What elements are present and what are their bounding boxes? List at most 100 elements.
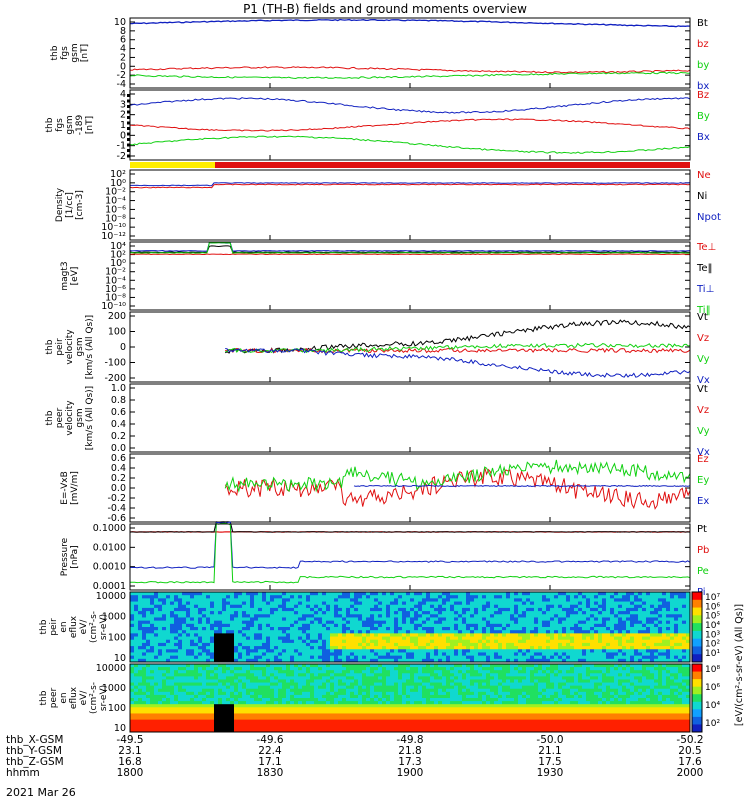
spectrogram-cell [670,652,675,657]
spectrogram-cell [190,598,195,603]
series-bz [129,66,691,74]
spectrogram-cell [210,713,215,718]
spectrogram-cell [198,679,203,684]
spectrogram-cell [274,611,279,615]
spectrogram-cell [546,617,551,622]
spectrogram-cell [286,691,291,696]
spectrogram-cell [510,633,515,638]
spectrogram-cell [302,728,307,733]
spectrogram-cell [166,691,171,696]
spectrogram-cell [202,682,207,687]
spectrogram-cell [242,725,247,730]
spectrogram-cell [354,655,359,660]
spectrogram-cell [322,623,327,628]
legend-entry: Pt [697,524,707,535]
spectrogram-cell [362,664,367,668]
spectrogram-cell [302,652,307,657]
spectrogram-cell [138,713,143,718]
spectrogram-cell [234,639,239,644]
spectrogram-cell [290,679,295,684]
spectrogram-cell [246,658,251,663]
spectrogram-cell [190,630,195,634]
spectrogram-cell [314,667,319,671]
spectrogram-cell [254,614,259,618]
spectrogram-cell [650,646,655,650]
spectrogram-cell [422,604,427,609]
spectrogram-cell [682,636,687,641]
spectrogram-cell [398,682,403,687]
spectrogram-cell [658,642,663,647]
flag-mark [127,121,130,125]
spectrogram-cell [298,667,303,671]
spectrogram-cell [258,710,263,714]
spectrogram-cell [138,682,143,687]
spectrogram-cell [442,592,447,596]
spectrogram-cell [462,642,467,647]
spectrogram-cell [506,636,511,641]
spectrogram-cell [166,639,171,644]
spectrogram-cell [590,627,595,631]
spectrogram-cell [390,707,395,711]
spectrogram-cell [210,670,215,674]
spectrogram-cell [390,664,395,668]
spectrogram-cell [486,655,491,660]
spectrogram-cell [286,713,291,718]
spectrogram-cell [322,725,327,730]
spectrogram-cell [222,630,227,634]
spectrogram-cell [370,642,375,647]
spectrogram-cell [398,676,403,680]
spectrogram-cell [478,655,483,660]
spectrogram-cell [370,673,375,677]
spectrogram-cell [230,679,235,684]
spectrogram-cell [226,649,231,653]
spectrogram-cell [258,646,263,650]
spectrogram-cell [282,636,287,641]
spectrogram-cell [222,617,227,622]
spectrogram-cell [254,646,259,650]
spectrogram-cell [422,617,427,622]
spectrogram-cell [370,676,375,680]
spectrogram-cell [538,617,543,622]
spectrogram-cell [182,676,187,680]
spectrogram-cell [534,646,539,650]
spectrogram-cell [482,598,487,603]
spectrogram-cell [130,710,135,714]
spectrogram-cell [482,620,487,625]
spectrogram-cell [142,722,147,727]
spectrogram-cell [378,627,383,631]
spectrogram-cell [130,707,135,711]
spectrogram-cell [682,639,687,644]
spectrogram-cell [374,710,379,714]
spectrogram-cell [270,617,275,622]
spectrogram-cell [590,607,595,612]
spectrogram-cell [386,704,391,708]
spectrogram-cell [486,658,491,663]
spectrogram-cell [290,646,295,650]
spectrogram-cell [294,679,299,684]
spectrogram-cell [338,649,343,653]
spectrogram-cell [294,649,299,653]
spectrogram-cell [550,636,555,641]
spectrogram-cell [630,614,635,618]
y-tick-label: 10⁻² [105,267,126,278]
spectrogram-cell [550,620,555,625]
spectrogram-cell [486,620,491,625]
spectrogram-cell [286,598,291,603]
spectrogram-cell [250,701,255,705]
spectrogram-cell [390,623,395,628]
spectrogram-cell [642,636,647,641]
spectrogram-cell [206,691,211,696]
spectrogram-cell [282,627,287,631]
spectrogram-cell [262,710,267,714]
spectrogram-cell [490,649,495,653]
spectrogram-cell [130,667,135,671]
spectrogram-cell [178,592,183,596]
spectrogram-cell [510,620,515,625]
spectrogram-cell [306,713,311,718]
legend-entry: Ti⊥ [696,284,714,295]
spectrogram-cell [686,607,691,612]
spectrogram-cell [546,652,551,657]
spectrogram-cell [182,601,187,606]
spectrogram-cell [158,642,163,647]
spectrogram-cell [202,636,207,641]
